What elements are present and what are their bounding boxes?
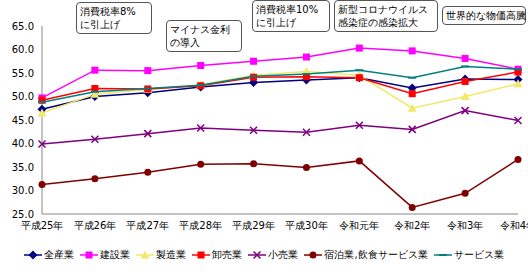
svg-text:平成26年: 平成26年 (74, 220, 117, 231)
html-text:製造業: 製造業 (156, 249, 187, 260)
html-text:感染症の感染拡大: 感染症の感染拡大 (338, 17, 418, 28)
html-text:新型コロナウイルス: 新型コロナウイルス (338, 4, 428, 15)
svg-text:55.0: 55.0 (12, 68, 34, 79)
html-text:に引上げ: に引上げ (80, 19, 120, 30)
html-text:の導入: の導入 (170, 37, 200, 48)
svg-text:40.0: 40.0 (12, 138, 34, 149)
svg-text:平成30年: 平成30年 (285, 220, 328, 231)
html-text:建設業: 建設業 (100, 249, 131, 260)
html-text:世界的な物価高騰: 世界的な物価高騰 (446, 10, 526, 21)
svg-text:平成27年: 平成27年 (126, 220, 169, 231)
svg-text:令和元年: 令和元年 (339, 220, 379, 231)
svg-text:50.0: 50.0 (12, 91, 34, 102)
html-text:宿泊業,飲食サービス業: 宿泊業,飲食サービス業 (324, 249, 428, 260)
svg-text:平成28年: 平成28年 (179, 220, 222, 231)
html-text:に引上げ: に引上げ (256, 17, 296, 28)
svg-text:令和2年: 令和2年 (394, 220, 430, 231)
svg-text:平成29年: 平成29年 (232, 220, 275, 231)
html-text:卸売業: 卸売業 (212, 249, 243, 260)
html-text:マイナス金利: マイナス金利 (170, 24, 230, 35)
html-text:消費税率8%: 消費税率8% (80, 6, 136, 17)
svg-text:45.0: 45.0 (12, 115, 34, 126)
html-text:全産業: 全産業 (44, 249, 75, 260)
svg-text:令和3年: 令和3年 (447, 220, 483, 231)
svg-text:60.0: 60.0 (12, 44, 34, 55)
svg-text:65.0: 65.0 (12, 21, 34, 32)
svg-text:令和4年: 令和4年 (500, 220, 520, 231)
svg-text:25.0: 25.0 (12, 209, 34, 220)
html-text:消費税率10%: 消費税率10% (256, 4, 319, 15)
svg-text:平成25年: 平成25年 (21, 220, 64, 231)
svg-text:30.0: 30.0 (12, 185, 34, 196)
html-text:小売業: 小売業 (268, 249, 299, 260)
svg-text:35.0: 35.0 (12, 162, 34, 173)
html-text:サービス業: サービス業 (453, 249, 504, 260)
